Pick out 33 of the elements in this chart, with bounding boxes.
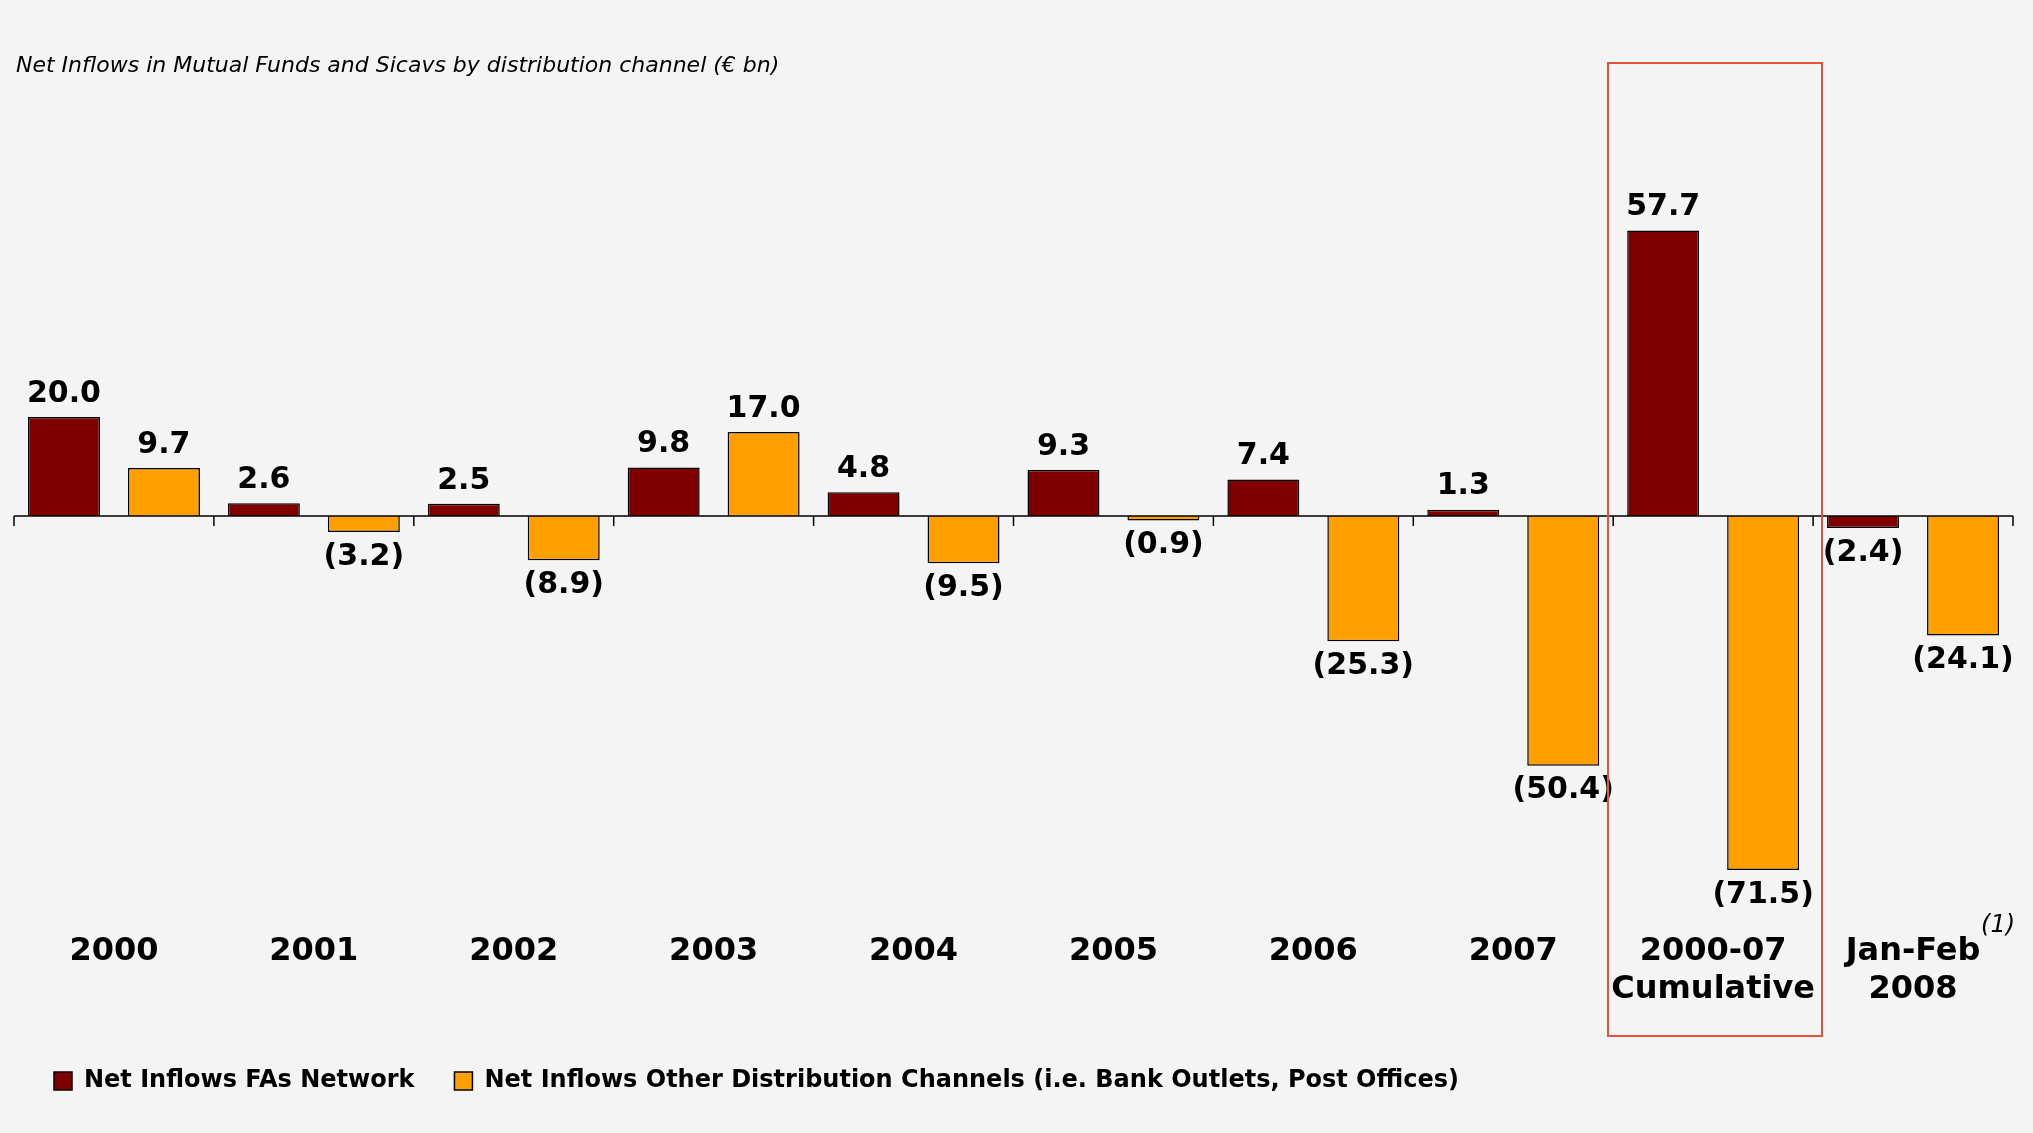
data-label: 9.8 (637, 424, 691, 460)
chart-title: Net Inflows in Mutual Funds and Sicavs by distribution channel (€ bn) (16, 52, 780, 77)
data-label: 1.3 (1436, 466, 1490, 502)
x-tick-label: 2000 (69, 929, 159, 968)
data-label: (3.2) (323, 536, 405, 572)
x-tick-label: 2004 (869, 929, 959, 968)
x-tick-label: 2006 (1268, 929, 1358, 968)
data-label: 2.6 (237, 460, 291, 496)
x-tick-label: 2000-07 Cumulative (1611, 929, 1816, 1007)
data-label: 7.4 (1236, 436, 1290, 472)
data-label: 9.7 (137, 424, 191, 460)
x-tick-label: 2003 (669, 929, 759, 968)
text: (1) (1981, 910, 2016, 939)
data-label: 2.5 (437, 460, 491, 496)
data-label: (9.5) (923, 567, 1004, 603)
data-label: 17.0 (726, 388, 801, 424)
data-label: (24.1) (1912, 640, 2014, 676)
x-tick-label: 2002 (469, 929, 559, 968)
legend-label: Net Inflows Other Distribution Channels (i.e. Bank Outlets, Post Offices) (484, 1065, 1460, 1094)
x-tick-label: 2005 (1068, 929, 1158, 968)
data-label: 9.3 (1036, 426, 1091, 462)
data-label: (2.4) (1822, 532, 1904, 568)
data-label: (8.9) (523, 564, 605, 600)
data-label: 4.8 (837, 449, 891, 485)
legend-label: Net Inflows FAs Network (84, 1065, 416, 1094)
data-label: (0.9) (1123, 525, 1204, 561)
data-label: 20.0 (26, 373, 101, 409)
x-tick-label: Jan-Feb 2008 (1843, 929, 1981, 1007)
data-label: (25.3) (1312, 646, 1415, 682)
data-label: 57.7 (1626, 187, 1701, 223)
data-label: (71.5) (1712, 874, 1814, 910)
x-tick-label: 2001 (269, 929, 359, 968)
x-tick-label: 2007 (1468, 929, 1558, 968)
